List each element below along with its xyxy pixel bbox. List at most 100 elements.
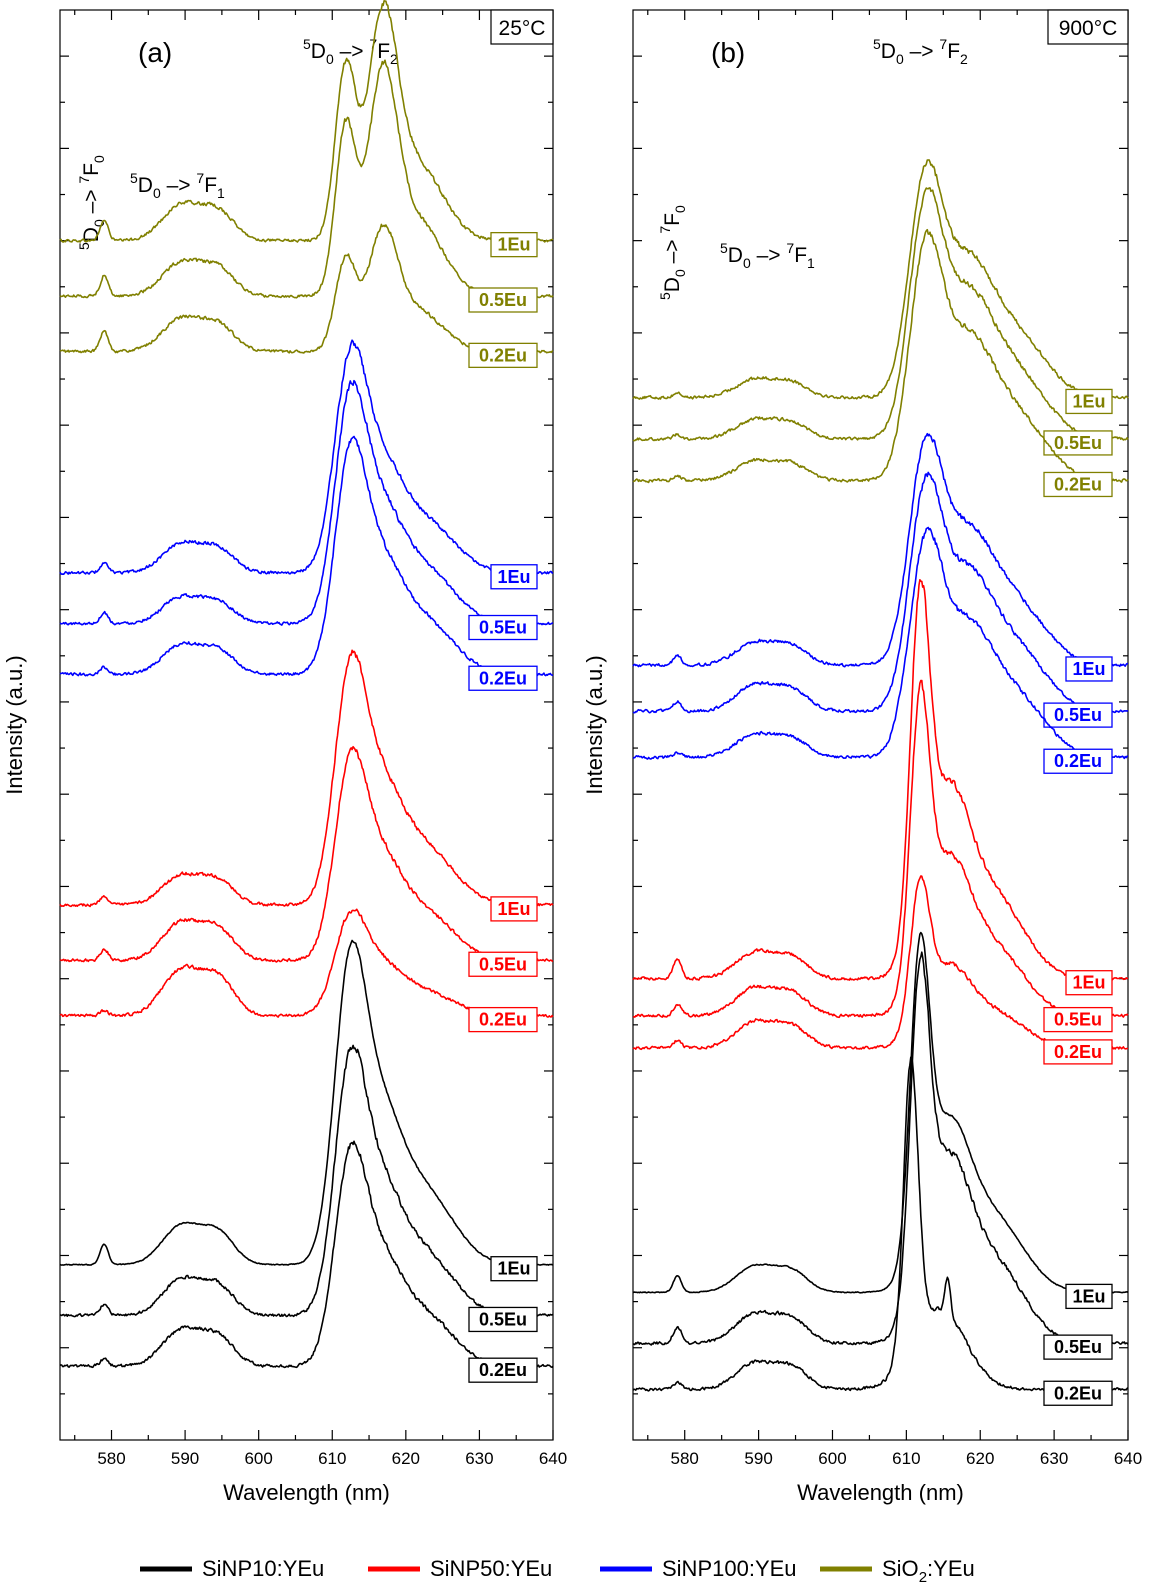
sample-label: 1Eu: [497, 235, 530, 255]
panel-tag: (a): [138, 37, 172, 68]
spectrum-line: [59, 939, 554, 1266]
sample-label: 1Eu: [497, 567, 530, 587]
spectrum-line: [632, 228, 1129, 484]
transition-label-7f0: 5D0 –> 7F0: [657, 205, 688, 300]
sample-label: 0.5Eu: [1054, 1010, 1102, 1030]
sample-label: 0.5Eu: [1054, 1337, 1102, 1357]
legend-label: SiO2:YEu: [882, 1556, 975, 1586]
y-axis-label: Intensity (a.u.): [2, 655, 27, 794]
legend: SiNP10:YEu SiNP50:YEu SiNP100:YEu SiO2:YEu: [140, 1556, 975, 1586]
sample-label: 0.2Eu: [1054, 1042, 1102, 1062]
sample-label-box: [490, 231, 538, 258]
spectrum-line: [632, 471, 1129, 714]
transition-label-7f2: 5D0 –> 7F2: [873, 36, 968, 67]
spectrum-line: [632, 526, 1129, 760]
temperature-label: 900°C: [1059, 17, 1118, 40]
sample-label-box: [468, 342, 538, 369]
spectrum-line: [632, 579, 1129, 981]
x-tick-label: 620: [966, 1449, 994, 1468]
x-tick-label: 620: [392, 1449, 420, 1468]
spectrum-line: [632, 931, 1129, 1294]
sample-label-box: [1043, 1334, 1113, 1360]
sample-label: 1Eu: [497, 1259, 530, 1279]
sample-label: 1Eu: [1072, 973, 1105, 993]
sample-label: 0.2Eu: [479, 345, 527, 365]
spectrum-line: [632, 159, 1129, 400]
x-axis-label: Wavelength (nm): [797, 1480, 964, 1505]
transition-label-7f1: 5D0 –> 7F1: [130, 170, 225, 201]
sample-label: 0.5Eu: [479, 290, 527, 310]
sample-label: 1Eu: [1072, 1286, 1105, 1306]
sample-label: 0.5Eu: [1054, 433, 1102, 453]
plot-frame: [632, 9, 1129, 1441]
sample-label-box: [1043, 1380, 1113, 1406]
sample-label-box: [468, 287, 538, 313]
spectrum-line: [59, 745, 554, 963]
x-axis-label: Wavelength (nm): [223, 1480, 390, 1505]
sample-label: 0.2Eu: [479, 1010, 527, 1030]
sample-label: 0.2Eu: [1054, 751, 1102, 771]
sample-label: 1Eu: [1072, 659, 1105, 679]
x-tick-label: 610: [318, 1449, 346, 1468]
spectrum-line: [59, 649, 554, 908]
sample-label: 1Eu: [497, 899, 530, 919]
temperature-label: 25°C: [499, 17, 546, 40]
sample-label-box: [1065, 970, 1113, 996]
sample-label: 0.5Eu: [479, 1309, 527, 1329]
sample-label: 0.2Eu: [1054, 474, 1102, 494]
sample-label-box: [1065, 1283, 1113, 1310]
legend-label: SiNP50:YEu: [430, 1556, 552, 1581]
spectrum-line: [632, 432, 1128, 668]
sample-label-box: [468, 951, 538, 977]
spectrum-line: [59, 59, 554, 299]
x-tick-label: 580: [97, 1449, 125, 1468]
sample-label-box: [468, 1306, 538, 1333]
x-tick-label: 640: [1114, 1449, 1142, 1468]
spectrum-line: [59, 1044, 554, 1318]
sample-label-box: [1043, 1039, 1113, 1065]
spectrum-line: [632, 187, 1129, 442]
x-tick-label: 590: [171, 1449, 199, 1468]
panel-a: 580 590 600 610 620 630 640 Wavelength (nm) Inte…: [2, 0, 567, 1505]
sample-label-box: [1043, 1006, 1113, 1033]
sample-label: 0.2Eu: [1054, 1383, 1102, 1403]
sample-label: 0.5Eu: [479, 954, 527, 974]
sample-label: 0.5Eu: [479, 618, 527, 638]
spectrum-line: [59, 379, 554, 626]
sample-label: 0.2Eu: [479, 668, 527, 688]
plot-frame: [59, 9, 554, 1441]
x-tick-label: 600: [818, 1449, 846, 1468]
sample-label-box: [1043, 748, 1113, 774]
x-tick-label: 590: [744, 1449, 772, 1468]
x-tick-label: 610: [892, 1449, 920, 1468]
sample-label-box: [468, 614, 538, 641]
spectrum-line: [59, 339, 554, 575]
sample-label-box: [1065, 388, 1113, 415]
panel-tag: (b): [711, 37, 745, 68]
sample-label-box: [490, 1256, 538, 1282]
spectrum-line: [59, 1140, 554, 1369]
spectrum-line: [632, 679, 1129, 1019]
sample-label-box: [1043, 702, 1113, 728]
sample-label-box: [468, 1006, 538, 1033]
sample-label-box: [1043, 430, 1113, 456]
sample-label-box: [468, 1357, 538, 1383]
x-tick-label: 600: [244, 1449, 272, 1468]
sample-label-box: [1065, 656, 1113, 682]
sample-label: 0.2Eu: [479, 1360, 527, 1380]
transition-label-7f0: 5D0 –> 7F0: [76, 155, 107, 250]
sample-label: 0.5Eu: [1054, 705, 1102, 725]
legend-label: SiNP10:YEu: [202, 1556, 324, 1581]
transition-label-7f2: 5D0 –> 7F2: [303, 36, 398, 67]
temperature-box: [1047, 9, 1129, 45]
sample-label: 1Eu: [1072, 391, 1105, 411]
sample-label-box: [468, 665, 538, 691]
spectrum-line: [59, 435, 554, 677]
x-tick-label: 630: [1040, 1449, 1068, 1468]
y-axis-label: Intensity (a.u.): [582, 655, 607, 794]
sample-label-box: [1043, 471, 1113, 498]
spectrum-line: [59, 0, 554, 244]
x-tick-label: 580: [671, 1449, 699, 1468]
sample-label-box: [490, 896, 538, 922]
